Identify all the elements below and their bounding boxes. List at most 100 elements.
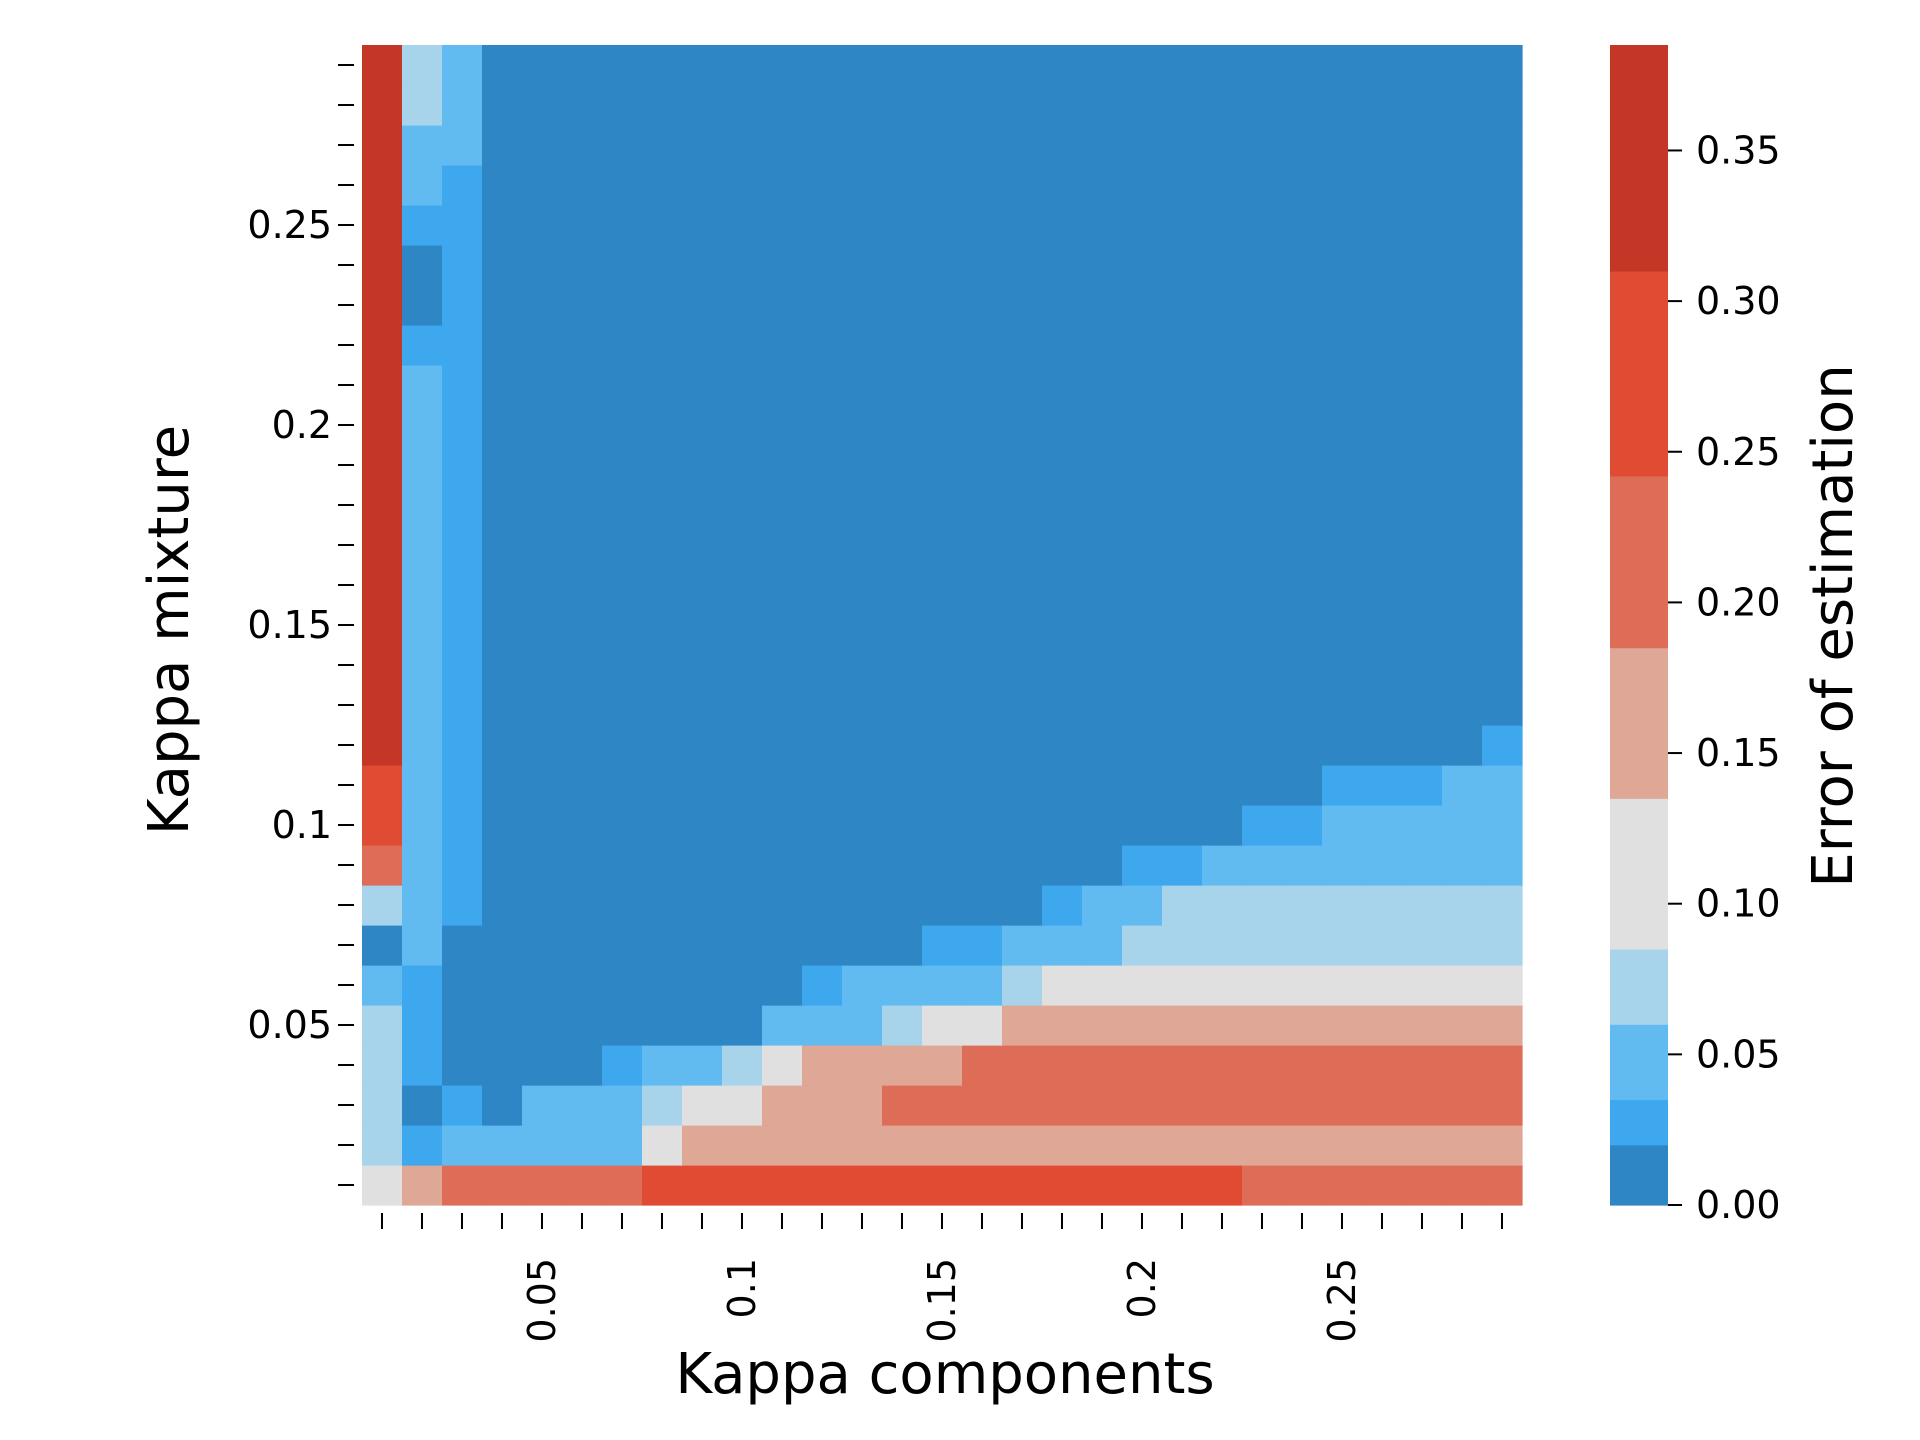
heatmap-cell bbox=[1322, 405, 1363, 446]
heatmap-cell bbox=[562, 725, 603, 766]
heatmap-cell bbox=[762, 165, 803, 206]
heatmap-cell bbox=[1122, 885, 1163, 926]
heatmap-cell bbox=[1482, 445, 1523, 486]
heatmap-cell bbox=[842, 445, 883, 486]
heatmap-cell bbox=[1122, 85, 1163, 126]
heatmap-cell bbox=[802, 565, 843, 606]
heatmap-cell bbox=[1242, 645, 1283, 686]
heatmap-cell bbox=[1202, 45, 1243, 86]
heatmap-cell bbox=[1402, 605, 1443, 646]
heatmap-cell bbox=[602, 405, 643, 446]
y-axis: 0.05 0.1 0.15 0.2 0.25 bbox=[247, 64, 354, 1186]
y-tick-label: 0.2 bbox=[272, 403, 332, 447]
heatmap-cell bbox=[1002, 645, 1043, 686]
heatmap-cell bbox=[1202, 845, 1243, 886]
heatmap-cell bbox=[362, 1045, 403, 1086]
heatmap-cell bbox=[362, 645, 403, 686]
heatmap-cell bbox=[1442, 45, 1483, 86]
heatmap-cell bbox=[1402, 1085, 1443, 1126]
heatmap-cell bbox=[882, 245, 923, 286]
heatmap-cell bbox=[1362, 1165, 1403, 1206]
heatmap-cell bbox=[802, 685, 843, 726]
heatmap-cell bbox=[1162, 925, 1203, 966]
heatmap-cell bbox=[722, 1005, 763, 1046]
heatmap-cell bbox=[722, 925, 763, 966]
heatmap-cell bbox=[1402, 965, 1443, 1006]
heatmap-cell bbox=[1362, 965, 1403, 1006]
heatmap-cell bbox=[602, 965, 643, 1006]
heatmap-cell bbox=[1362, 805, 1403, 846]
heatmap-cell bbox=[402, 925, 443, 966]
heatmap-cell bbox=[562, 165, 603, 206]
heatmap-cell bbox=[602, 205, 643, 246]
heatmap-cell bbox=[1242, 845, 1283, 886]
heatmap-cell bbox=[802, 45, 843, 86]
heatmap-cell bbox=[522, 205, 563, 246]
heatmap-cell bbox=[402, 125, 443, 166]
heatmap-cell bbox=[1482, 965, 1523, 1006]
heatmap-cell bbox=[642, 85, 683, 126]
heatmap-cell bbox=[1442, 965, 1483, 1006]
heatmap-cell bbox=[402, 45, 443, 86]
heatmap-cell bbox=[1082, 525, 1123, 566]
heatmap-cell bbox=[522, 445, 563, 486]
heatmap-cell bbox=[362, 765, 403, 806]
heatmap-cell bbox=[802, 85, 843, 126]
heatmap-cell bbox=[1402, 565, 1443, 606]
heatmap-cell bbox=[522, 605, 563, 646]
heatmap-cell bbox=[1042, 765, 1083, 806]
heatmap-cell bbox=[522, 645, 563, 686]
heatmap-cell bbox=[1322, 925, 1363, 966]
heatmap-cell bbox=[722, 45, 763, 86]
heatmap-cell bbox=[682, 125, 723, 166]
heatmap-cell bbox=[1402, 765, 1443, 806]
heatmap-cell bbox=[602, 125, 643, 166]
heatmap-cell bbox=[602, 85, 643, 126]
heatmap-cell bbox=[682, 45, 723, 86]
heatmap-cell bbox=[482, 485, 523, 526]
heatmap-cell bbox=[1122, 685, 1163, 726]
colorbar-segment bbox=[1610, 798, 1668, 950]
heatmap-cell bbox=[1442, 645, 1483, 686]
heatmap-cell bbox=[1162, 405, 1203, 446]
colorbar-segment bbox=[1610, 647, 1668, 799]
heatmap-cell bbox=[1322, 1045, 1363, 1086]
heatmap-cell bbox=[1202, 165, 1243, 206]
heatmap-cell bbox=[642, 645, 683, 686]
heatmap-cell bbox=[1122, 325, 1163, 366]
heatmap-cell bbox=[1122, 525, 1163, 566]
heatmap-cell bbox=[402, 1125, 443, 1166]
heatmap-cell bbox=[1122, 1165, 1163, 1206]
heatmap-cell bbox=[682, 885, 723, 926]
heatmap-cell bbox=[642, 1165, 683, 1206]
heatmap-cell bbox=[482, 525, 523, 566]
heatmap-cell bbox=[442, 365, 483, 406]
heatmap-cell bbox=[682, 485, 723, 526]
heatmap-cell bbox=[1082, 1045, 1123, 1086]
heatmap-cell bbox=[882, 845, 923, 886]
heatmap-cell bbox=[522, 925, 563, 966]
heatmap-cell bbox=[682, 645, 723, 686]
heatmap-cell bbox=[962, 1085, 1003, 1126]
heatmap-cell bbox=[1162, 1085, 1203, 1126]
heatmap-cell bbox=[802, 725, 843, 766]
heatmap-cell bbox=[1362, 245, 1403, 286]
heatmap-cell bbox=[802, 245, 843, 286]
heatmap-cell bbox=[362, 45, 403, 86]
heatmap-cell bbox=[1482, 1085, 1523, 1126]
heatmap-cell bbox=[722, 325, 763, 366]
heatmap-cell bbox=[562, 445, 603, 486]
heatmap-cell bbox=[1122, 1125, 1163, 1166]
heatmap-cell bbox=[642, 1045, 683, 1086]
heatmap-cell bbox=[1402, 525, 1443, 566]
heatmap-cell bbox=[722, 565, 763, 606]
heatmap-cell bbox=[1482, 245, 1523, 286]
heatmap-cell bbox=[1442, 725, 1483, 766]
heatmap-cell bbox=[922, 965, 963, 1006]
x-tick-label: 0.05 bbox=[520, 1258, 564, 1343]
heatmap-cell bbox=[402, 1045, 443, 1086]
heatmap-cell bbox=[1442, 605, 1483, 646]
heatmap-cell bbox=[1082, 125, 1123, 166]
heatmap-cell bbox=[1042, 1045, 1083, 1086]
heatmap-cell bbox=[482, 325, 523, 366]
